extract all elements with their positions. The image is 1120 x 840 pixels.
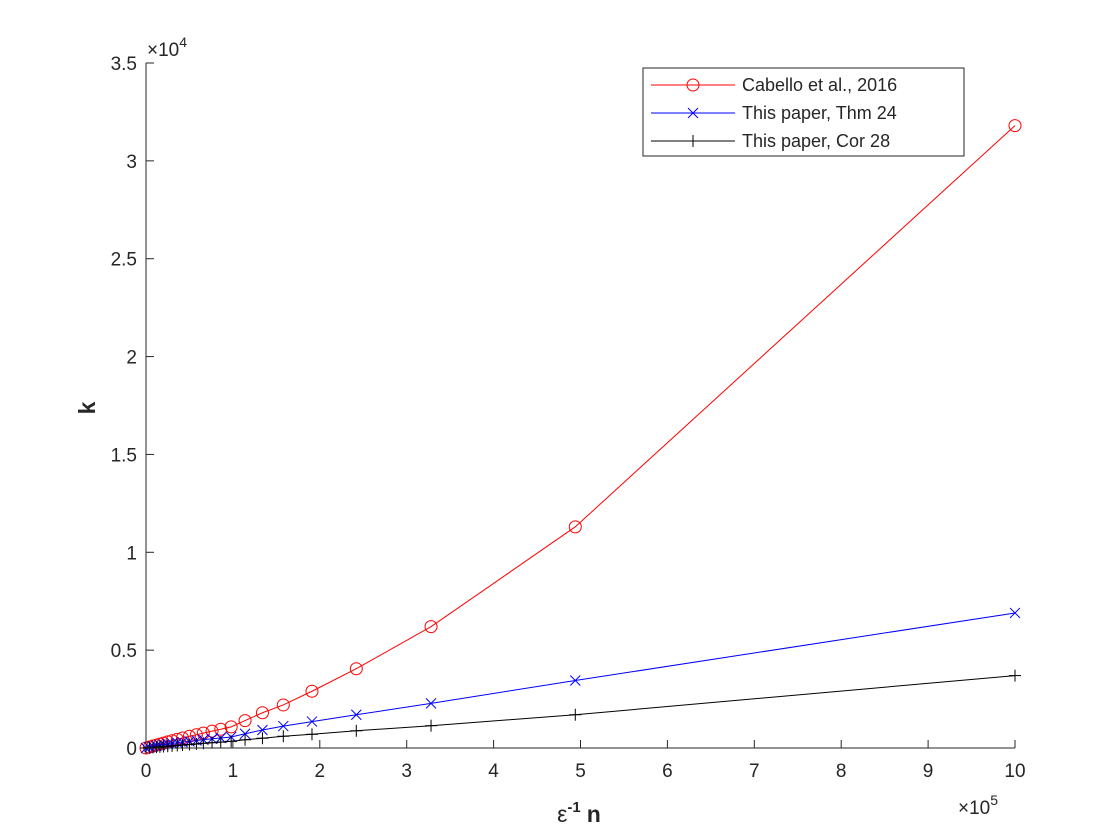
legend-entry: Cabello et al., 2016 [651,75,897,95]
data-point [176,739,189,752]
legend-entry: This paper, Cor 28 [651,131,890,151]
y-tick-label: 0 [126,739,137,760]
x-tick-label: 10 [1004,761,1025,782]
data-point [277,730,290,743]
x-tick-label: 6 [662,761,673,782]
series-line [145,675,1016,749]
x-axis-label: ε-1 n [557,799,601,827]
x-axis-label-n: n [587,801,601,827]
legend-label: This paper, Thm 24 [742,103,897,123]
data-point [687,107,699,119]
x-tick-label: 0 [141,761,152,782]
series-line [145,125,1016,749]
y-tick-label: 3 [126,152,137,173]
series-2 [140,607,1021,754]
data-point [224,720,238,734]
legend-label: Cabello et al., 2016 [742,75,897,95]
data-point [256,732,269,745]
x-axis-label-superscript: -1 [567,799,580,816]
data-point [214,736,227,749]
series-3 [140,669,1021,754]
y-axis-multiplier: ×104 [147,34,187,61]
data-point [206,736,219,749]
ticks: 0 1 2 3 4 5 6 7 8 9 10 0 0.5 1 1.5 2 2.5 3 3.5 [111,54,1026,782]
x-axis-multiplier: ×105 [958,792,998,819]
y-tick-label: 3.5 [111,54,137,75]
data-point [1008,119,1022,133]
data-point [214,722,228,736]
y-tick-label: 1.5 [111,445,137,466]
x-tick-label: 9 [923,761,934,782]
y-multiplier-base: ×10 [147,40,179,61]
y-tick-label: 0.5 [111,641,137,662]
y-multiplier-exponent: 4 [179,34,187,50]
x-tick-label: 1 [228,761,239,782]
legend: Cabello et al., 2016 This paper, Thm 24 Th… [642,67,965,157]
data-point [225,735,238,748]
series-line [145,612,1016,749]
data-point [568,520,582,534]
series-1 [139,119,1022,755]
data-point [569,708,582,721]
data-point [306,716,318,727]
legend-entry: This paper, Thm 24 [651,103,897,123]
data-point [1009,669,1021,682]
x-tick-label: 3 [401,761,412,782]
x-tick-label: 5 [575,761,586,782]
data-point [276,698,290,712]
y-tick-label: 2.5 [111,250,137,271]
data-point [425,698,437,709]
data-point [257,724,268,736]
data-point [687,135,699,147]
x-tick-label: 8 [836,761,847,782]
data-point [255,706,269,720]
data-point [1009,607,1021,619]
x-tick-label: 7 [749,761,760,782]
axes [145,63,1015,749]
data-point [425,719,438,732]
x-multiplier-base: ×10 [958,798,990,819]
data-point [305,684,319,698]
data-point [424,620,438,634]
y-tick-label: 2 [126,348,137,369]
legend-label: This paper, Cor 28 [742,131,890,151]
x-axis-label-epsilon: ε [557,801,567,827]
x-tick-label: 4 [488,761,499,782]
data-point [239,733,252,746]
data-point [686,78,700,92]
data-point [305,728,318,741]
data-point [238,714,252,728]
data-point [350,709,362,721]
data-point [350,724,363,737]
x-tick-label: 2 [315,761,326,782]
data-point [239,728,251,740]
data-point [349,662,363,676]
data-point [197,737,210,750]
y-tick-label: 1 [126,543,137,564]
data-point [569,675,581,686]
x-multiplier-exponent: 5 [990,792,998,808]
data-point [277,720,289,732]
y-axis-label: k [74,401,100,414]
series-layer [139,119,1022,755]
